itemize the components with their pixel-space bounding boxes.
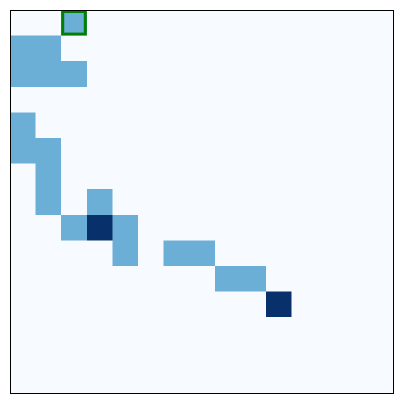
board-cell-light[interactable] [61,214,87,241]
cells-layer [10,10,292,318]
board-cell-light[interactable] [240,266,266,292]
board-cell-light[interactable] [35,35,62,62]
board-cell-light[interactable] [10,112,36,138]
board-cell-light[interactable] [10,138,36,164]
selection-highlight [61,10,87,36]
game-board[interactable] [10,10,394,394]
board-cell-light[interactable] [214,266,241,292]
board-cell-light[interactable] [10,61,36,87]
board-cell-light[interactable] [35,61,62,87]
board-cell-dark[interactable] [86,214,113,241]
board-cell-light[interactable] [61,61,87,87]
board-cell-light[interactable] [86,189,113,215]
board-cell-light[interactable] [35,189,62,215]
board-cell-light[interactable] [35,163,62,190]
board-cell-light[interactable] [163,240,190,266]
board-frame [10,10,394,394]
board-cell-light[interactable] [112,214,138,241]
board-cell-dark[interactable] [266,291,292,318]
board-cell-light[interactable] [112,240,138,266]
board-cell-light[interactable] [10,35,36,62]
board-cell-light[interactable] [35,138,62,164]
board-cell-light[interactable] [189,240,215,266]
board-cell-light[interactable] [61,10,87,36]
